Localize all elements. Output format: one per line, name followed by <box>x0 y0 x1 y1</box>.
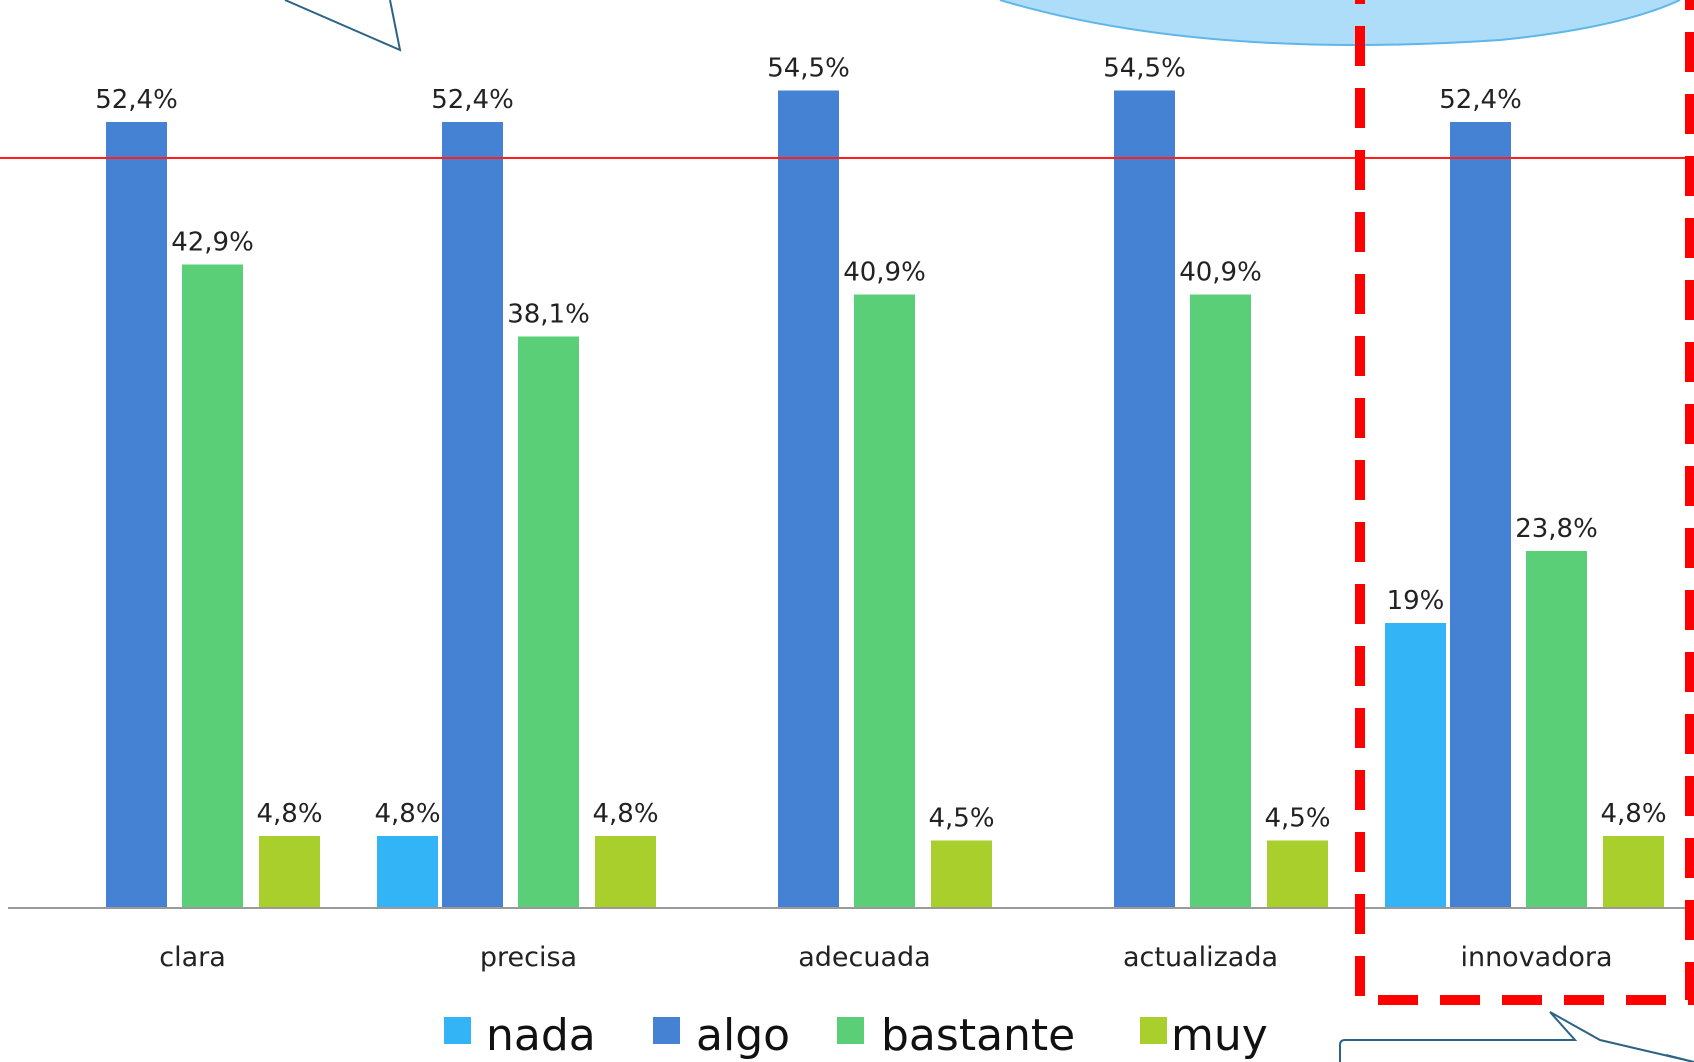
category-label-innovadora: innovadora <box>1460 942 1612 973</box>
data-label-muy-precisa: 4,8% <box>592 799 658 829</box>
data-label-muy-adecuada: 4,5% <box>928 804 994 834</box>
bar-bastante-clara <box>182 264 243 908</box>
callout-box-bottom <box>1339 1011 1694 1062</box>
legend-label-algo: algo <box>696 1010 790 1061</box>
bar-nada-innovadora <box>1385 623 1446 908</box>
category-label-actualizada: actualizada <box>1123 942 1278 973</box>
legend-label-bastante: bastante <box>881 1010 1075 1061</box>
bar-algo-innovadora <box>1450 122 1511 908</box>
bar-muy-innovadora <box>1603 836 1664 908</box>
data-label-bastante-adecuada: 40,9% <box>843 258 926 288</box>
callout-pointer-bottom <box>1665 1054 1694 1062</box>
bars-layer <box>106 90 1664 908</box>
decorations <box>284 0 1694 1062</box>
bar-muy-clara <box>259 836 320 908</box>
bar-algo-clara <box>106 122 167 908</box>
category-label-clara: clara <box>159 942 226 973</box>
data-label-muy-clara: 4,8% <box>256 799 322 829</box>
data-label-bastante-clara: 42,9% <box>171 228 254 258</box>
bar-muy-adecuada <box>931 840 992 908</box>
legend-label-nada: nada <box>486 1010 596 1061</box>
data-label-muy-actualizada: 4,5% <box>1264 804 1330 834</box>
data-label-muy-innovadora: 4,8% <box>1600 799 1666 829</box>
category-label-precisa: precisa <box>480 942 577 973</box>
legend: nada algo bastante muy <box>444 1010 1268 1061</box>
bar-muy-actualizada <box>1267 840 1328 908</box>
bar-bastante-adecuada <box>854 294 915 908</box>
legend-swatch-algo <box>653 1017 680 1044</box>
bar-nada-precisa <box>377 836 438 908</box>
bar-bastante-innovadora <box>1526 551 1587 908</box>
data-label-bastante-actualizada: 40,9% <box>1179 258 1262 288</box>
data-label-algo-clara: 52,4% <box>95 85 178 115</box>
data-label-bastante-precisa: 38,1% <box>507 300 590 330</box>
decorative-ellipse <box>1000 0 1680 45</box>
data-label-nada-innovadora: 19% <box>1387 586 1445 616</box>
bar-algo-adecuada <box>778 90 839 908</box>
legend-label-muy: muy <box>1171 1010 1268 1061</box>
bar-algo-precisa <box>442 122 503 908</box>
data-label-algo-adecuada: 54,5% <box>767 54 850 84</box>
overlay-layer <box>0 0 1694 1005</box>
category-label-adecuada: adecuada <box>798 942 930 973</box>
callout-pointer-top <box>284 0 402 52</box>
category-labels-layer: clara precisa adecuada actualizada innovador… <box>159 942 1612 973</box>
bar-bastante-precisa <box>518 336 579 908</box>
highlight-box <box>1355 0 1694 1005</box>
legend-swatch-nada <box>444 1017 471 1044</box>
legend-swatch-muy <box>1140 1017 1167 1044</box>
legend-swatch-bastante <box>837 1017 864 1044</box>
data-label-nada-precisa: 4,8% <box>374 799 440 829</box>
data-label-algo-actualizada: 54,5% <box>1103 54 1186 84</box>
bar-bastante-actualizada <box>1190 294 1251 908</box>
data-label-algo-innovadora: 52,4% <box>1439 85 1522 115</box>
value-labels-layer: 52,4% 42,9% 4,8% 4,8% 52,4% 38,1% 4,8% 54,5% 40,… <box>95 54 1666 834</box>
data-label-bastante-innovadora: 23,8% <box>1515 514 1598 544</box>
data-label-algo-precisa: 52,4% <box>431 85 514 115</box>
decorative-ellipse-stroke <box>999 0 1681 46</box>
bar-muy-precisa <box>595 836 656 908</box>
bar-algo-actualizada <box>1114 90 1175 908</box>
